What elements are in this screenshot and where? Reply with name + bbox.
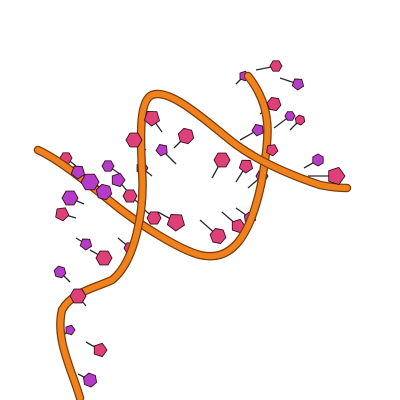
nucleotide-base xyxy=(125,132,143,148)
nucleotide-base xyxy=(269,60,283,72)
nucleotide-base xyxy=(166,214,185,232)
bases-back xyxy=(53,60,324,336)
nucleotide-base xyxy=(82,372,98,388)
nucleotide-base xyxy=(61,190,79,206)
nucleotide-base xyxy=(53,265,67,279)
nucleotide-base xyxy=(111,172,126,188)
nucleotide-base xyxy=(69,288,87,304)
nucleotide-base xyxy=(209,228,227,244)
nucleotide-base xyxy=(291,78,305,91)
nucleotide-base xyxy=(294,114,306,126)
nucleotide-base xyxy=(122,189,138,203)
nucleotide-base xyxy=(55,207,70,222)
nucleotide-base xyxy=(146,211,162,225)
nucleotide-base xyxy=(266,96,282,112)
nucleotide-base xyxy=(79,238,93,251)
nucleotide-base xyxy=(266,144,279,157)
nucleotide-base xyxy=(80,173,100,191)
backbone-strand-1 xyxy=(33,71,272,261)
nucleotide-base xyxy=(143,110,160,127)
backbone-strand-2 xyxy=(56,89,352,400)
nucleotide-base xyxy=(238,159,254,174)
nucleotide-base xyxy=(70,165,86,180)
nucleotide-base xyxy=(65,324,76,336)
nucleotide-base xyxy=(101,160,115,172)
nucleotide-base xyxy=(95,250,113,266)
nucleotide-base xyxy=(251,124,264,137)
nucleotide-base xyxy=(328,166,346,186)
nucleotide-base xyxy=(155,144,168,157)
nucleotide-base xyxy=(93,342,108,358)
bases-front xyxy=(61,96,346,388)
nucleotide-base xyxy=(213,152,231,168)
nucleotide-base xyxy=(95,183,113,201)
nucleotide-base xyxy=(177,127,195,145)
nucleotide-base xyxy=(284,111,296,121)
nucleotide-base xyxy=(312,153,324,167)
